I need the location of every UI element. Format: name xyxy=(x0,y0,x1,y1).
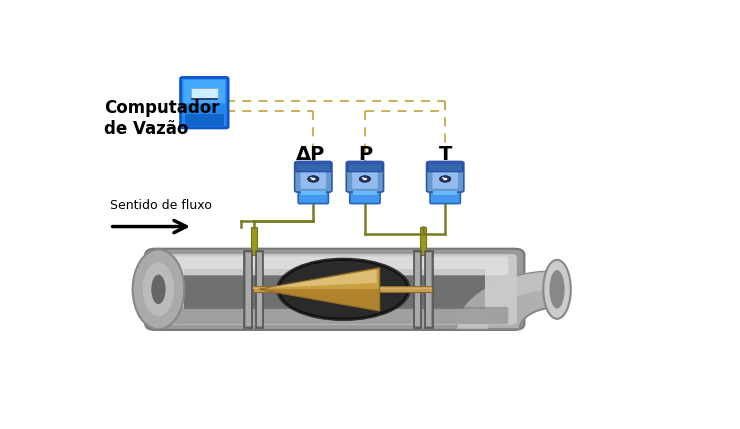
Bar xyxy=(420,227,426,255)
FancyBboxPatch shape xyxy=(145,249,525,330)
FancyBboxPatch shape xyxy=(426,161,464,192)
FancyBboxPatch shape xyxy=(428,163,462,172)
Circle shape xyxy=(310,177,312,178)
Bar xyxy=(426,253,431,326)
Bar xyxy=(415,253,420,326)
Circle shape xyxy=(308,176,319,182)
Text: Computador
de Vazão: Computador de Vazão xyxy=(104,100,220,138)
Circle shape xyxy=(443,178,448,180)
Circle shape xyxy=(442,177,444,178)
FancyBboxPatch shape xyxy=(296,163,331,172)
Text: ΔP: ΔP xyxy=(296,145,325,164)
Ellipse shape xyxy=(279,260,408,319)
Text: Sentido de fluxo: Sentido de fluxo xyxy=(110,199,212,211)
Bar xyxy=(246,253,251,326)
FancyBboxPatch shape xyxy=(300,166,326,189)
Bar xyxy=(253,287,432,289)
FancyBboxPatch shape xyxy=(350,190,380,204)
FancyBboxPatch shape xyxy=(352,166,377,189)
Text: P: P xyxy=(358,145,372,164)
Circle shape xyxy=(311,178,315,180)
FancyBboxPatch shape xyxy=(184,269,485,309)
FancyBboxPatch shape xyxy=(346,161,383,192)
Ellipse shape xyxy=(143,263,174,316)
Circle shape xyxy=(359,176,371,182)
Circle shape xyxy=(363,178,367,180)
Bar xyxy=(184,114,224,126)
Polygon shape xyxy=(457,271,557,329)
Circle shape xyxy=(361,177,364,178)
FancyBboxPatch shape xyxy=(152,254,517,325)
Polygon shape xyxy=(259,268,380,311)
Bar xyxy=(244,251,252,328)
Text: T: T xyxy=(439,145,452,164)
Polygon shape xyxy=(267,269,377,288)
Ellipse shape xyxy=(543,260,571,319)
Bar xyxy=(251,227,257,255)
Bar xyxy=(433,191,457,195)
FancyBboxPatch shape xyxy=(184,80,225,103)
Polygon shape xyxy=(259,289,380,311)
Ellipse shape xyxy=(550,270,565,308)
FancyBboxPatch shape xyxy=(161,307,508,324)
Bar xyxy=(253,287,432,292)
Polygon shape xyxy=(457,271,557,329)
Bar xyxy=(191,98,218,100)
Bar xyxy=(353,191,377,195)
Bar xyxy=(256,251,263,328)
Bar xyxy=(257,253,262,326)
Ellipse shape xyxy=(151,275,166,304)
Bar xyxy=(414,251,421,328)
FancyBboxPatch shape xyxy=(181,77,228,128)
Bar xyxy=(191,88,218,99)
Bar xyxy=(301,191,326,195)
Circle shape xyxy=(440,176,451,182)
FancyBboxPatch shape xyxy=(432,166,458,189)
Bar xyxy=(253,286,432,293)
FancyBboxPatch shape xyxy=(295,161,332,192)
FancyBboxPatch shape xyxy=(298,190,329,204)
Bar xyxy=(425,251,433,328)
Ellipse shape xyxy=(132,249,184,329)
FancyBboxPatch shape xyxy=(430,190,460,204)
FancyBboxPatch shape xyxy=(347,163,383,172)
FancyBboxPatch shape xyxy=(161,257,508,275)
